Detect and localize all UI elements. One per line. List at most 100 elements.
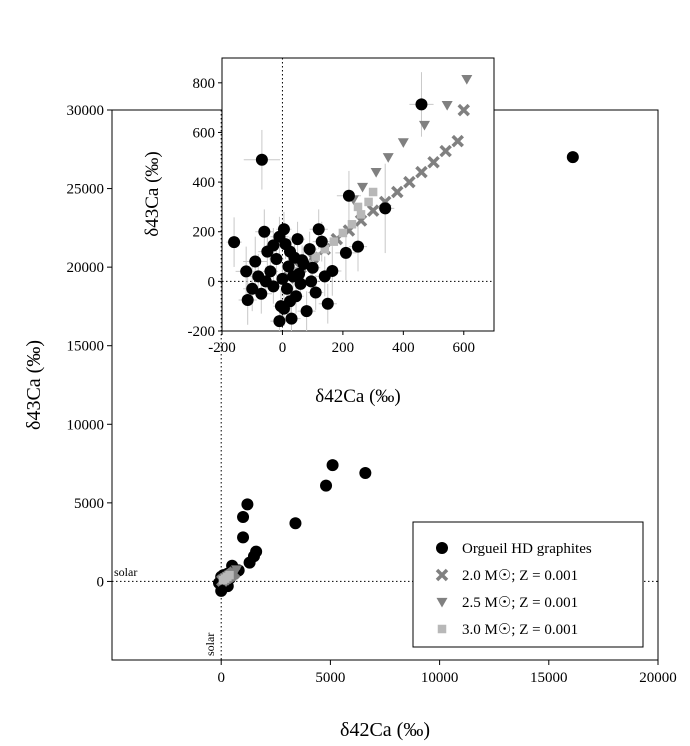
legend-marker-2-0-m-z-0-001 xyxy=(435,568,449,582)
inset-point-orgueil-hd-graphites xyxy=(282,260,295,273)
main-point-orgueil-hd-graphites xyxy=(243,556,256,569)
inset-point-orgueil-hd-graphites xyxy=(318,270,331,283)
inset-point-orgueil-hd-graphites xyxy=(315,235,328,248)
inset-point-orgueil-hd-graphites xyxy=(273,315,286,328)
inset-point-3-0-m-z-0-001 xyxy=(368,187,378,197)
inset-point-2-5-m-z-0-001 xyxy=(382,153,394,163)
inset-x-ticks: -200 0 200 400 600 xyxy=(208,331,475,356)
main-point-orgueil-hd-graphites xyxy=(237,531,250,544)
inset-x-tick-label: -200 xyxy=(208,340,236,356)
inset-point-3-0-m-z-0-001 xyxy=(329,237,339,246)
inset-point-orgueil-hd-graphites xyxy=(305,275,318,288)
main-x-tick-label: 15000 xyxy=(530,670,568,686)
inset-point-orgueil-hd-graphites xyxy=(270,253,283,266)
inset-point-orgueil-hd-graphites xyxy=(303,243,316,256)
inset-point-orgueil-hd-graphites xyxy=(267,239,280,252)
main-reference-lines xyxy=(112,110,658,660)
main-plot-points xyxy=(213,151,579,597)
inset-point-orgueil-hd-graphites xyxy=(294,277,307,290)
inset-point-orgueil-hd-graphites xyxy=(285,312,298,325)
inset-point-orgueil-hd-graphites xyxy=(284,295,296,308)
inset-y-tick-label: -200 xyxy=(188,324,216,340)
inset-point-3-0-m-z-0-001 xyxy=(353,202,363,212)
inset-y-ticks: -200 0 200 400 600 800 xyxy=(188,76,222,340)
main-y-tick-label: 15000 xyxy=(67,339,105,355)
inset-point-orgueil-hd-graphites xyxy=(246,282,259,295)
main-y-ticks: 0 5000 10000 15000 20000 25000 30000 xyxy=(67,103,112,590)
inset-point-3-0-m-z-0-001 xyxy=(364,197,373,207)
inset-point-orgueil-hd-graphites xyxy=(228,236,241,249)
inset-point-3-0-m-z-0-001 xyxy=(311,252,320,261)
main-solar-label-vertical: solar xyxy=(203,633,217,656)
legend-marker-3-0-m-z-0-001 xyxy=(437,624,447,634)
inset-point-2-5-m-z-0-001 xyxy=(357,182,369,193)
inset-point-orgueil-hd-graphites xyxy=(352,240,364,253)
inset-point-orgueil-hd-graphites xyxy=(293,267,306,280)
main-point-orgueil-hd-graphites xyxy=(215,584,228,597)
inset-point-orgueil-hd-graphites xyxy=(309,286,322,299)
main-x-ticks: 0 5000 10000 15000 20000 xyxy=(217,660,677,686)
legend: Orgueil HD graphites 2.0 M☉; Z = 0.001 2.5… xyxy=(412,521,644,648)
inset-point-orgueil-hd-graphites xyxy=(264,265,277,278)
inset-point-orgueil-hd-graphites xyxy=(415,98,428,111)
main-point-orgueil-hd-graphites xyxy=(289,517,302,530)
inset-point-2-0-m-z-0-001 xyxy=(415,165,428,179)
main-y-tick-label: 0 xyxy=(97,574,105,590)
main-solar-label-horizontal: solar xyxy=(114,565,137,579)
main-point-orgueil-hd-graphites xyxy=(359,467,372,479)
inset-point-orgueil-hd-graphites xyxy=(300,305,313,318)
inset-y-tick-label: 600 xyxy=(193,125,216,141)
inset-y-tick-label: 400 xyxy=(193,175,216,191)
inset-point-orgueil-hd-graphites xyxy=(306,261,319,274)
inset-point-3-0-m-z-0-001 xyxy=(320,244,330,254)
inset-point-2-5-m-z-0-001 xyxy=(397,138,409,148)
main-point-2-5-m-z-0-001 xyxy=(230,565,242,575)
main-y-tick-label: 25000 xyxy=(67,182,105,198)
inset-point-orgueil-hd-graphites xyxy=(296,254,309,267)
inset-x-tick-label: 400 xyxy=(392,340,415,356)
main-y-axis-label: δ43Ca (‰) xyxy=(23,340,45,430)
inset-plot-points xyxy=(228,74,473,328)
inset-point-orgueil-hd-graphites xyxy=(240,265,253,278)
inset-point-3-0-m-z-0-001 xyxy=(338,228,348,238)
inset-point-orgueil-hd-graphites xyxy=(277,223,290,236)
main-point-orgueil-hd-graphites xyxy=(566,151,579,164)
main-x-tick-label: 20000 xyxy=(639,670,677,686)
main-y-tick-label: 20000 xyxy=(67,260,105,276)
inset-point-2-0-m-z-0-001 xyxy=(366,204,380,217)
inset-point-2-5-m-z-0-001 xyxy=(418,120,430,131)
legend-label: 2.0 M☉; Z = 0.001 xyxy=(462,568,578,584)
inset-point-2-0-m-z-0-001 xyxy=(439,144,452,158)
main-x-tick-label: 0 xyxy=(217,670,225,686)
main-point-orgueil-hd-graphites xyxy=(320,479,333,492)
inset-point-2-0-m-z-0-001 xyxy=(427,155,440,169)
main-x-tick-label: 5000 xyxy=(315,670,345,686)
inset-point-orgueil-hd-graphites xyxy=(379,202,392,215)
inset-x-tick-label: 600 xyxy=(453,340,476,356)
inset-point-orgueil-hd-graphites xyxy=(342,189,355,202)
main-x-axis-label: δ42Ca (‰) xyxy=(340,719,430,741)
inset-point-orgueil-hd-graphites xyxy=(259,275,272,288)
inset-y-tick-label: 0 xyxy=(208,274,216,290)
main-point-orgueil-hd-graphites xyxy=(241,498,254,511)
inset-x-axis-label: δ42Ca (‰) xyxy=(315,386,400,407)
legend-label: Orgueil HD graphites xyxy=(462,541,592,557)
inset-x-tick-label: 0 xyxy=(279,340,287,356)
inset-point-orgueil-hd-graphites xyxy=(276,272,289,285)
inset-y-tick-label: 200 xyxy=(193,225,216,241)
inset-point-2-5-m-z-0-001 xyxy=(441,101,453,111)
inset-point-2-5-m-z-0-001 xyxy=(370,168,382,178)
inset-point-orgueil-hd-graphites xyxy=(241,293,254,306)
inset-point-2-0-m-z-0-001 xyxy=(457,103,471,117)
inset-point-orgueil-hd-graphites xyxy=(339,246,352,259)
inset-point-2-0-m-z-0-001 xyxy=(403,175,416,189)
inset-point-orgueil-hd-graphites xyxy=(291,233,304,246)
legend-marker-2-5-m-z-0-001 xyxy=(436,597,448,608)
main-x-tick-label: 10000 xyxy=(421,670,459,686)
inset-y-tick-label: 800 xyxy=(193,76,216,92)
legend-label: 3.0 M☉; Z = 0.001 xyxy=(462,622,578,638)
inset-y-axis-label: δ43Ca (‰) xyxy=(142,151,163,236)
inset-point-orgueil-hd-graphites xyxy=(255,153,268,166)
legend-marker-orgueil-hd-graphites xyxy=(436,542,448,554)
